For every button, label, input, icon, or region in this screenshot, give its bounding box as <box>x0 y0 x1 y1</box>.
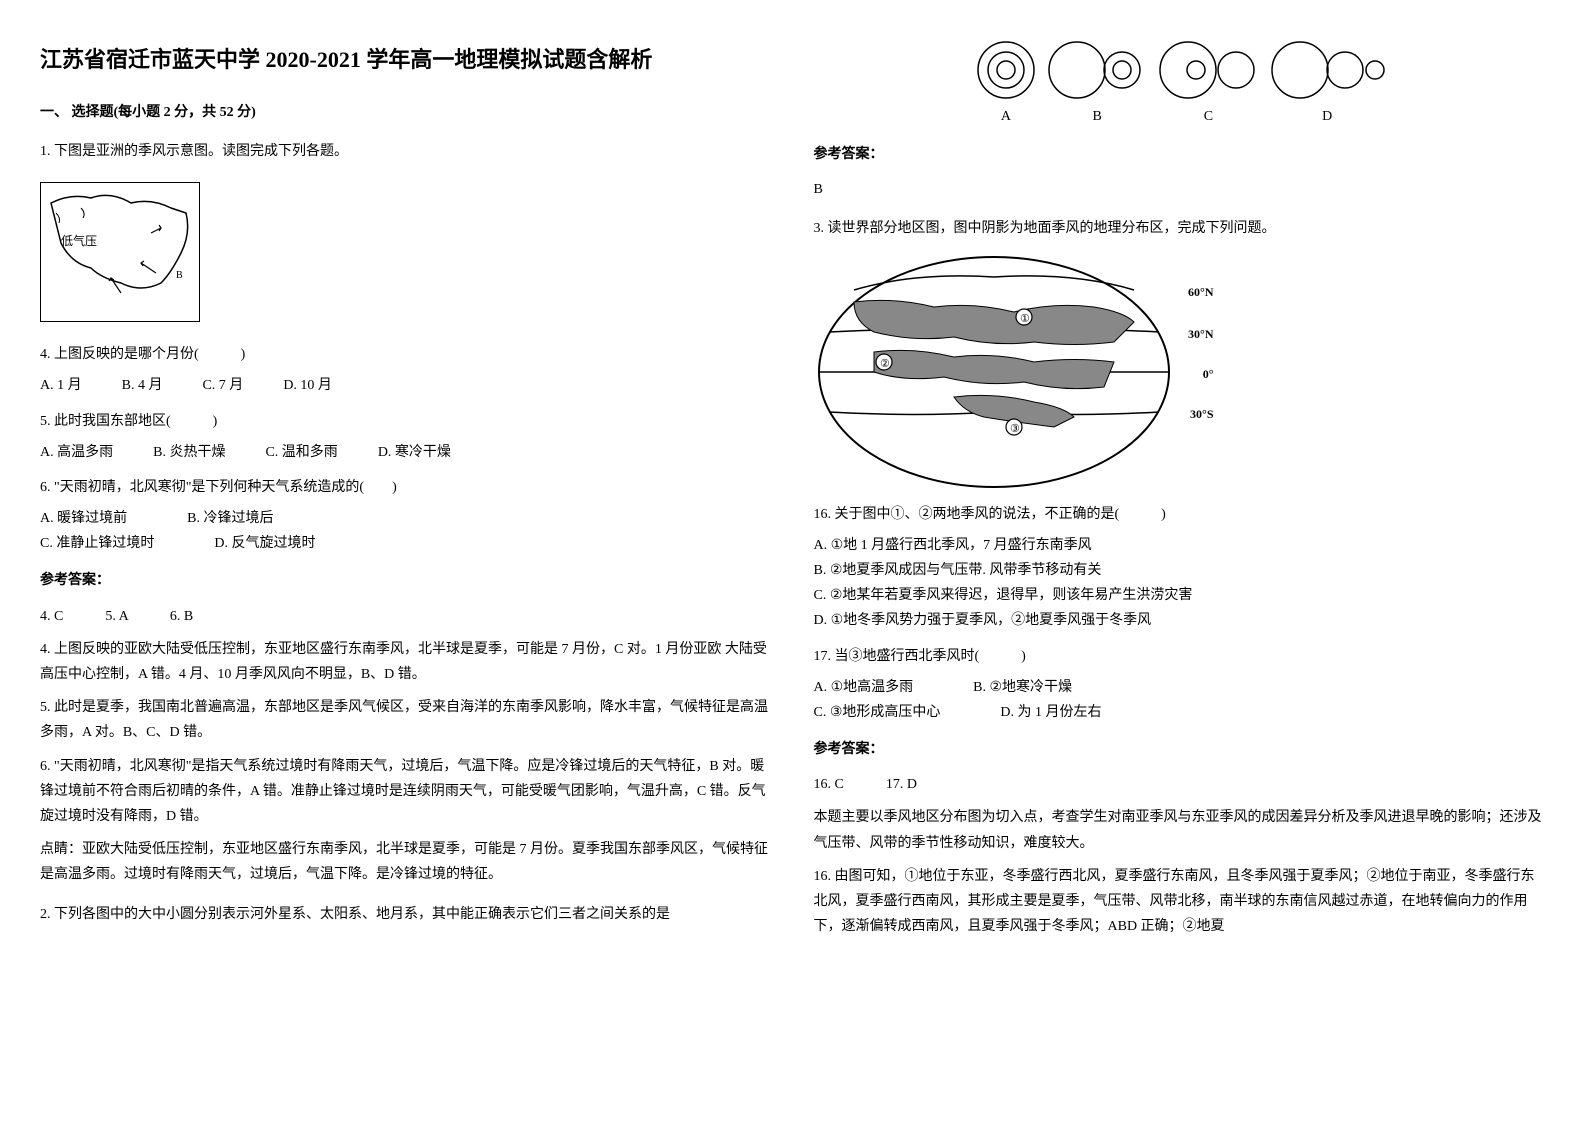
q5-options: A. 高温多雨 B. 炎热干燥 C. 温和多雨 D. 寒冷干燥 <box>40 440 774 465</box>
circles-label-c: C <box>1204 104 1213 129</box>
q16-opt-d: D. ①地冬季风势力强于夏季风，②地夏季风强于冬季风 <box>814 608 1548 633</box>
circles-label-b: B <box>1092 104 1101 129</box>
right-column: A B <box>814 40 1548 945</box>
lat-30n: 30°N <box>1188 324 1213 346</box>
circles-option-b: B <box>1047 40 1147 129</box>
map-label: 低气压 <box>61 231 97 253</box>
document-title: 江苏省宿迁市蓝天中学 2020-2021 学年高一地理模拟试题含解析 <box>40 40 774 80</box>
q6-opt-b: B. 冷锋过境后 <box>187 506 273 531</box>
left-column: 江苏省宿迁市蓝天中学 2020-2021 学年高一地理模拟试题含解析 一、 选择… <box>40 40 774 945</box>
svg-text:②: ② <box>880 358 890 370</box>
q17-text: 17. 当③地盛行西北季风时( ) <box>814 644 1548 669</box>
section-header: 一、 选择题(每小题 2 分，共 52 分) <box>40 100 774 125</box>
q6-opt-c: C. 准静止锋过境时 <box>40 531 154 556</box>
q2-answer: B <box>814 177 1548 202</box>
q3-intro: 3. 读世界部分地区图，图中阴影为地面季风的地理分布区，完成下列问题。 <box>814 216 1548 241</box>
svg-text:③: ③ <box>1010 423 1020 435</box>
q16-text: 16. 关于图中①、②两地季风的说法，不正确的是( ) <box>814 502 1548 527</box>
q4-explanation: 4. 上图反映的亚欧大陆受低压控制，东亚地区盛行东南季风，北半球是夏季，可能是 … <box>40 637 774 687</box>
q5-opt-d: D. 寒冷干燥 <box>378 440 451 465</box>
q16-opt-b: B. ②地夏季风成因与气压带. 风带季节移动有关 <box>814 558 1548 583</box>
circles-option-c: C <box>1158 40 1258 129</box>
q16-options: A. ①地 1 月盛行西北季风，7 月盛行东南季风 B. ②地夏季风成因与气压带… <box>814 533 1548 634</box>
q16-opt-a: A. ①地 1 月盛行西北季风，7 月盛行东南季风 <box>814 533 1548 558</box>
q5-text: 5. 此时我国东部地区( ) <box>40 409 774 434</box>
q1-intro: 1. 下图是亚洲的季风示意图。读图完成下列各题。 <box>40 139 774 164</box>
q3-answers: 16. C 17. D <box>814 772 1548 797</box>
svg-text:B: B <box>176 270 183 281</box>
q5-opt-a: A. 高温多雨 <box>40 440 113 465</box>
q4-opt-c: C. 7 月 <box>202 373 243 398</box>
q1-answer-label: 参考答案： <box>40 568 774 593</box>
q5-opt-c: C. 温和多雨 <box>265 440 337 465</box>
q17-opt-a: A. ①地高温多雨 <box>814 675 914 700</box>
svg-text:①: ① <box>1020 313 1030 325</box>
page-container: 江苏省宿迁市蓝天中学 2020-2021 学年高一地理模拟试题含解析 一、 选择… <box>40 40 1547 945</box>
q17-opt-b: B. ②地寒冷干燥 <box>973 675 1072 700</box>
q6-text: 6. "天雨初晴，北风寒彻"是下列何种天气系统造成的( ) <box>40 475 774 500</box>
q17-opt-d: D. 为 1 月份左右 <box>1000 700 1101 725</box>
q5-explanation: 5. 此时是夏季，我国南北普遍高温，东部地区是季风气候区，受来自海洋的东南季风影… <box>40 695 774 745</box>
q4-options: A. 1 月 B. 4 月 C. 7 月 D. 10 月 <box>40 373 774 398</box>
q6-opt-d: D. 反气旋过境时 <box>214 531 315 556</box>
circles-option-d: D <box>1270 40 1385 129</box>
asia-monsoon-map: B 低气压 <box>40 182 200 322</box>
q6-explanation: 6. "天雨初晴，北风寒彻"是指天气系统过境时有降雨天气，过境后，气温下降。应是… <box>40 754 774 830</box>
q1-answers: 4. C 5. A 6. B <box>40 604 774 629</box>
circles-label-d: D <box>1322 104 1332 129</box>
q3-answer-label: 参考答案： <box>814 737 1548 762</box>
lat-0: 0° <box>1203 364 1214 386</box>
q4-opt-d: D. 10 月 <box>283 373 332 398</box>
world-monsoon-map: ① ② ③ 60°N 30°N 0° 30°S <box>814 252 1174 492</box>
q4-opt-a: A. 1 月 <box>40 373 82 398</box>
q4-text: 4. 上图反映的是哪个月份( ) <box>40 342 774 367</box>
q2-answer-label: 参考答案： <box>814 142 1548 167</box>
circles-option-a: A <box>976 40 1036 129</box>
lat-30s: 30°S <box>1190 404 1213 426</box>
q16-explanation: 16. 由图可知，①地位于东亚，冬季盛行西北风，夏季盛行东南风，且冬季风强于夏季… <box>814 864 1548 940</box>
q17-options: A. ①地高温多雨 B. ②地寒冷干燥 C. ③地形成高压中心 D. 为 1 月… <box>814 675 1548 725</box>
q5-opt-b: B. 炎热干燥 <box>153 440 225 465</box>
q2-intro: 2. 下列各图中的大中小圆分别表示河外星系、太阳系、地月系，其中能正确表示它们三… <box>40 902 774 927</box>
circles-diagram: A B <box>970 40 1390 130</box>
q17-opt-c: C. ③地形成高压中心 <box>814 700 941 725</box>
circles-label-a: A <box>1001 104 1011 129</box>
lat-60n: 60°N <box>1188 282 1213 304</box>
q6-options: A. 暖锋过境前 B. 冷锋过境后 C. 准静止锋过境时 D. 反气旋过境时 <box>40 506 774 556</box>
q4-opt-b: B. 4 月 <box>122 373 163 398</box>
q1-tip: 点睛：亚欧大陆受低压控制，东亚地区盛行东南季风，北半球是夏季，可能是 7 月份。… <box>40 837 774 887</box>
q3-exp-intro: 本题主要以季风地区分布图为切入点，考查学生对南亚季风与东亚季风的成因差异分析及季… <box>814 805 1548 855</box>
q6-opt-a: A. 暖锋过境前 <box>40 506 127 531</box>
q16-opt-c: C. ②地某年若夏季风来得迟，退得早，则该年易产生洪涝灾害 <box>814 583 1548 608</box>
